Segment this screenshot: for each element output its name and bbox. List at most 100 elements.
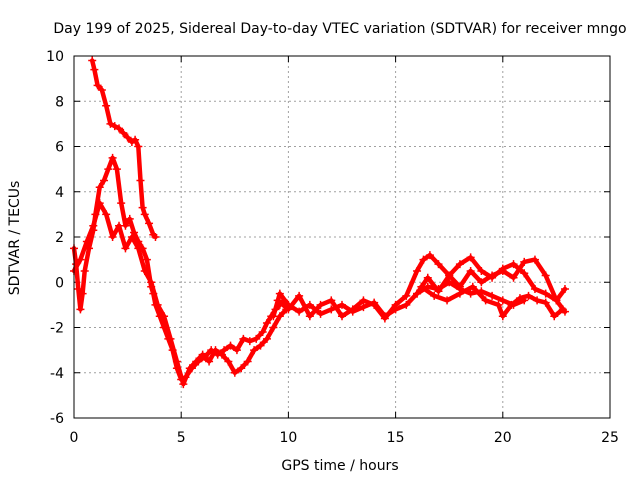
data-point-marker [217,350,226,359]
data-point-marker [131,135,140,144]
x-tick-label: 5 [177,430,186,446]
data-point-marker [211,346,220,355]
data-point-marker [295,307,304,316]
data-point-marker [477,278,486,287]
data-point-marker [348,305,357,314]
data-point-marker [273,296,282,305]
series [70,56,569,389]
data-point-marker [305,300,314,309]
data-point-marker [250,346,259,355]
data-point-marker [509,273,518,282]
data-point-marker [123,133,132,142]
data-point-marker [488,291,497,300]
data-point-marker [121,244,130,253]
data-point-marker [243,357,252,366]
data-point-marker [160,312,169,321]
data-point-marker [550,312,559,321]
data-point-marker [106,119,115,128]
y-tick-label: 6 [55,140,64,156]
x-tick-label: 10 [279,430,297,446]
data-point-marker [380,314,389,323]
data-point-marker [295,291,304,300]
series-trace-d [269,278,529,321]
data-point-marker [134,142,143,151]
data-point-marker [498,312,507,321]
data-point-marker [466,266,475,275]
data-point-marker [138,203,147,212]
data-point-marker [145,219,154,228]
data-point-marker [89,221,98,230]
data-point-marker [232,346,241,355]
data-point-marker [338,300,346,309]
data-point-marker [78,289,87,298]
data-point-marker [151,233,160,241]
series-line-trace-b [71,155,287,382]
data-point-marker [391,300,400,309]
series-trace-g [417,282,567,321]
x-tick-label: 25 [601,430,619,446]
data-point-marker [560,285,569,294]
data-point-marker [119,128,128,137]
data-point-marker [498,296,507,305]
data-point-marker [305,312,314,321]
data-point-marker [269,312,278,321]
data-point-marker [140,266,149,275]
data-point-marker [455,289,464,298]
x-tick-label: 20 [494,430,512,446]
data-point-marker [90,65,99,74]
data-point-marker [80,266,89,275]
data-point-marker [520,257,529,266]
data-point-marker [172,357,181,366]
data-point-marker [524,291,533,300]
ticks: 0 5 10 15 20 25 -6 -4 -2 0 2 4 6 8 10 [46,49,619,446]
data-point-marker [419,255,428,264]
chart-title: Day 199 of 2025, Sidereal Day-to-day VTE… [53,21,626,37]
data-point-marker [425,251,434,260]
data-point-marker [359,303,368,312]
data-point-marker [142,255,151,264]
data-point-marker [402,300,411,309]
y-tick-label: 10 [46,49,64,65]
data-point-marker [262,334,271,343]
data-point-marker [76,305,85,314]
data-point-marker [316,309,325,318]
data-point-marker [402,291,411,300]
y-tick-label: -4 [50,366,64,382]
x-tick-label: 15 [387,430,405,446]
data-point-marker [455,282,464,291]
data-point-marker [468,282,477,291]
y-tick-label: -2 [50,321,64,337]
data-point-marker [179,380,188,389]
data-point-marker [153,300,162,309]
data-point-marker [370,300,379,309]
data-point-marker [112,165,121,174]
data-point-marker [102,101,111,110]
data-point-marker [316,300,325,309]
data-point-marker [520,269,529,278]
data-point-marker [445,271,454,280]
data-point-marker [252,334,261,343]
data-point-marker [533,296,542,305]
data-point-marker [498,266,507,275]
data-point-marker [558,305,567,314]
data-point-marker [230,368,239,377]
data-point-marker [192,357,201,366]
data-point-marker [198,350,207,359]
data-point-marker [443,296,452,305]
data-point-marker [481,296,490,305]
y-tick-label: 4 [55,185,64,201]
data-point-marker [117,199,126,208]
data-point-marker [262,318,271,327]
data-point-marker [237,364,246,373]
data-point-marker [530,255,539,264]
data-point-marker [338,312,346,321]
data-point-marker [127,233,136,241]
grid [74,56,610,418]
data-point-marker [108,153,117,162]
data-point-marker [100,176,109,185]
data-point-marker [359,296,368,305]
data-point-marker [95,199,104,208]
data-point-marker [239,334,248,343]
data-point-marker [82,237,91,246]
